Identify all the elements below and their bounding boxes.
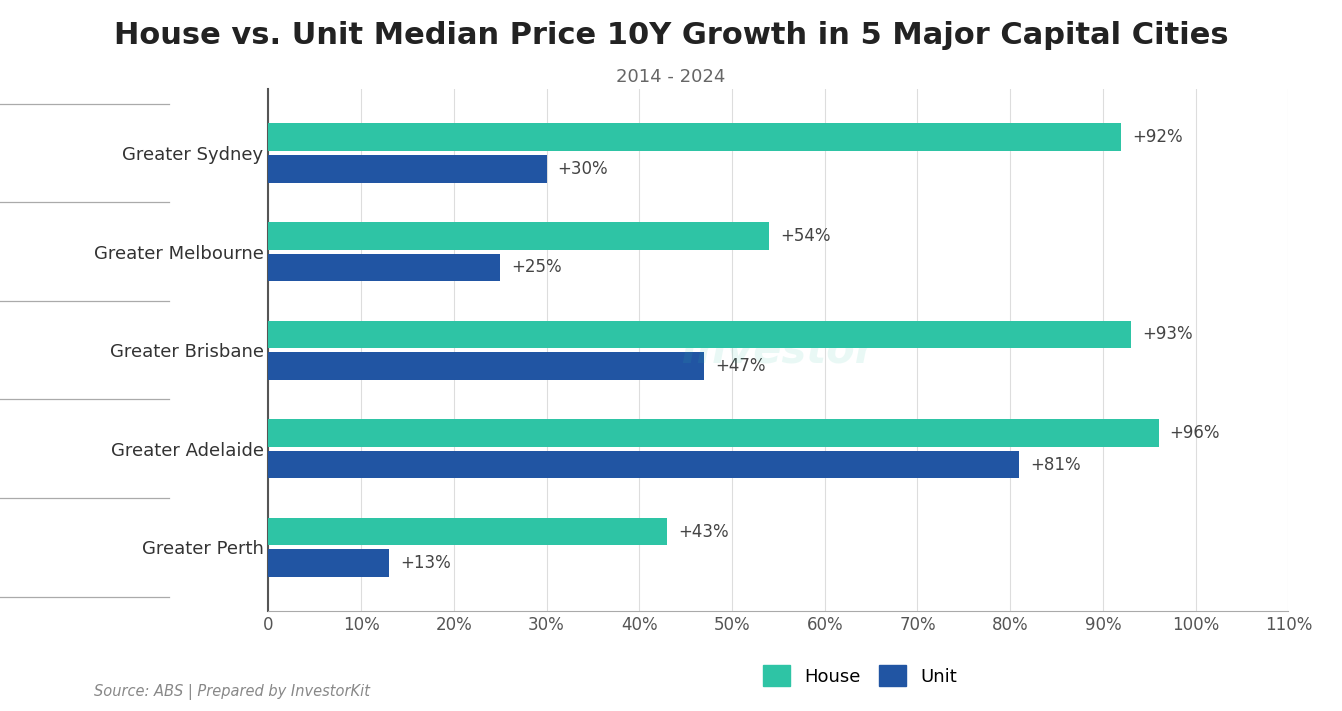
Text: House vs. Unit Median Price 10Y Growth in 5 Major Capital Cities: House vs. Unit Median Price 10Y Growth i… xyxy=(114,21,1228,50)
Bar xyxy=(268,321,1131,348)
Text: +81%: +81% xyxy=(1031,456,1082,474)
Bar xyxy=(268,254,501,281)
Text: +30%: +30% xyxy=(558,160,608,178)
Text: +25%: +25% xyxy=(511,258,562,277)
Bar xyxy=(268,518,667,545)
Bar xyxy=(268,155,546,183)
Text: Investor: Investor xyxy=(682,329,875,371)
Text: 2014 - 2024: 2014 - 2024 xyxy=(616,68,726,85)
Text: +54%: +54% xyxy=(780,227,831,245)
Text: +96%: +96% xyxy=(1170,424,1220,442)
Bar xyxy=(268,550,389,577)
Bar xyxy=(268,352,705,380)
Text: +92%: +92% xyxy=(1133,128,1184,146)
Text: +43%: +43% xyxy=(678,523,729,540)
Bar xyxy=(268,222,769,250)
Text: +13%: +13% xyxy=(400,554,451,572)
Bar xyxy=(268,419,1158,447)
Legend: House, Unit: House, Unit xyxy=(762,665,957,686)
Text: +93%: +93% xyxy=(1142,326,1193,343)
Bar xyxy=(268,451,1020,479)
Text: Source: ABS | Prepared by InvestorKit: Source: ABS | Prepared by InvestorKit xyxy=(94,684,370,700)
Text: +47%: +47% xyxy=(715,357,766,375)
Bar xyxy=(268,124,1122,151)
